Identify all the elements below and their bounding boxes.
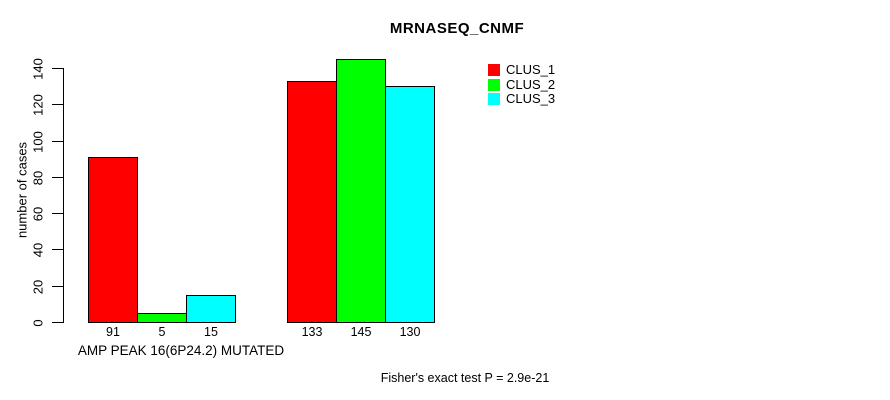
legend-swatch — [488, 93, 500, 106]
legend-label: CLUS_3 — [506, 91, 556, 107]
y-tick-mark — [52, 322, 63, 323]
x-axis-label: AMP PEAK 16(6P24.2) MUTATED — [77, 343, 285, 358]
y-tick-label: 60 — [30, 206, 46, 221]
bar-value-label: 133 — [301, 325, 323, 339]
y-tick-mark — [52, 104, 63, 105]
bar-clus_1-group2 — [287, 81, 337, 323]
legend-swatch — [488, 78, 500, 91]
bar-value-label: 130 — [399, 325, 421, 339]
bar-clus_2-group1 — [137, 313, 187, 323]
y-tick-label: 0 — [30, 318, 46, 327]
y-tick-mark — [52, 141, 63, 142]
legend-item-clus_1: CLUS_1 — [488, 62, 556, 77]
bar-clus_2-group2 — [336, 59, 386, 323]
annotation-text: Fisher's exact test P = 2.9e-21 — [380, 371, 550, 385]
chart-title: MRNASEQ_CNMF — [389, 20, 525, 37]
bar-value-label: 5 — [158, 325, 166, 339]
bar-clus_3-group1 — [186, 295, 236, 323]
bar-value-label: 145 — [350, 325, 372, 339]
y-tick-mark — [52, 213, 63, 214]
y-tick-label: 120 — [30, 93, 46, 116]
bar-value-label: 15 — [204, 325, 218, 339]
legend-label: CLUS_2 — [506, 76, 556, 92]
y-tick-label: 40 — [30, 242, 46, 257]
bar-value-label: 91 — [106, 325, 120, 339]
y-tick-mark — [52, 177, 63, 178]
legend-label: CLUS_1 — [506, 62, 556, 77]
bar-clus_3-group2 — [385, 86, 435, 323]
y-axis-label: number of cases — [14, 141, 30, 239]
y-tick-label: 140 — [30, 57, 46, 80]
y-tick-mark — [52, 286, 63, 287]
legend-swatch — [488, 64, 500, 76]
legend-item-clus_2: CLUS_2 — [488, 76, 556, 92]
y-tick-mark — [52, 249, 63, 250]
y-axis-line — [63, 68, 64, 323]
bar-clus_1-group1 — [88, 157, 138, 323]
y-tick-label: 100 — [30, 130, 46, 153]
y-tick-label: 20 — [30, 279, 46, 294]
legend: CLUS_1 CLUS_2 CLUS_3 — [488, 62, 556, 108]
legend-item-clus_3: CLUS_3 — [488, 91, 556, 107]
y-tick-label: 80 — [30, 170, 46, 185]
y-tick-mark — [52, 68, 63, 69]
